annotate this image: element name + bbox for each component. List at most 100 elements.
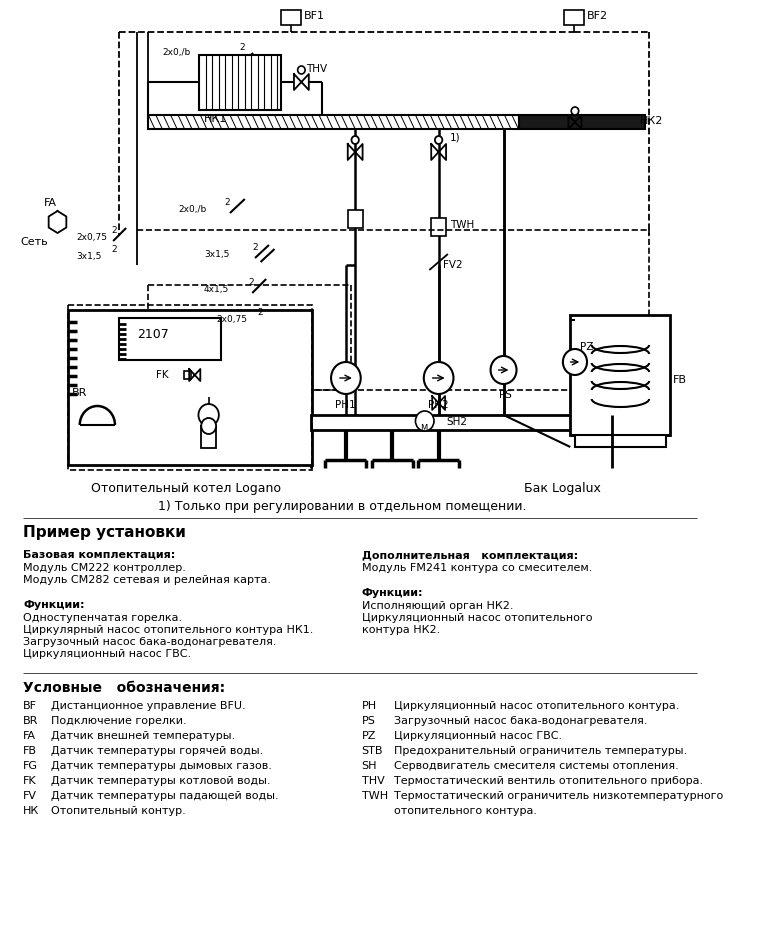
Circle shape bbox=[198, 404, 219, 426]
Text: FB: FB bbox=[673, 375, 687, 385]
Text: 2x0,/b: 2x0,/b bbox=[178, 205, 207, 214]
Text: PZ: PZ bbox=[580, 342, 593, 352]
Text: FB: FB bbox=[23, 746, 37, 756]
Circle shape bbox=[435, 136, 442, 144]
Text: Подключение горелки.: Подключение горелки. bbox=[51, 716, 186, 726]
Text: SH2: SH2 bbox=[446, 417, 467, 427]
Text: 2: 2 bbox=[239, 43, 245, 52]
Text: FK: FK bbox=[156, 370, 169, 380]
Text: 3x1,5: 3x1,5 bbox=[204, 250, 229, 259]
Bar bbox=[200, 55, 281, 110]
Text: BR: BR bbox=[72, 388, 88, 398]
Circle shape bbox=[331, 362, 361, 394]
Circle shape bbox=[351, 136, 359, 144]
Bar bbox=[183, 371, 191, 379]
Text: Одноступенчатая горелка.: Одноступенчатая горелка. bbox=[23, 613, 183, 623]
Text: TWH: TWH bbox=[361, 791, 388, 801]
Text: Серводвигатель смесителя системы отопления.: Серводвигатель смесителя системы отоплен… bbox=[394, 761, 679, 771]
Text: Дистанционное управление BFU.: Дистанционное управление BFU. bbox=[51, 701, 246, 711]
Circle shape bbox=[201, 418, 216, 434]
Bar bbox=[119, 318, 221, 360]
Bar bbox=[564, 10, 584, 25]
Text: Модуль FM241 контура со смесителем.: Модуль FM241 контура со смесителем. bbox=[361, 563, 592, 573]
Text: Термостатический ограничитель низкотемпературного: Термостатический ограничитель низкотемпе… bbox=[394, 791, 723, 801]
Text: отопительного контура.: отопительного контура. bbox=[394, 806, 537, 816]
Text: 2: 2 bbox=[111, 245, 117, 254]
Text: 2: 2 bbox=[249, 278, 254, 287]
Text: THV: THV bbox=[306, 64, 327, 74]
Text: Отопительный котел Logano: Отопительный котел Logano bbox=[91, 482, 280, 495]
Text: контура НК2.: контура НК2. bbox=[361, 625, 440, 635]
Circle shape bbox=[563, 349, 587, 375]
Circle shape bbox=[298, 66, 305, 74]
Text: Исполняющий орган НК2.: Исполняющий орган НК2. bbox=[361, 601, 513, 611]
Text: Пример установки: Пример установки bbox=[23, 525, 186, 540]
Circle shape bbox=[423, 362, 454, 394]
Text: 3x1,5: 3x1,5 bbox=[76, 252, 102, 261]
Text: Функции:: Функции: bbox=[361, 588, 423, 598]
Text: Предохранительный ограничитель температуры.: Предохранительный ограничитель температу… bbox=[394, 746, 687, 756]
Text: THV: THV bbox=[361, 776, 385, 786]
Text: Термостатический вентиль отопительного прибора.: Термостатический вентиль отопительного п… bbox=[394, 776, 703, 786]
Text: Сеть: Сеть bbox=[20, 237, 48, 247]
Text: 2x0,75: 2x0,75 bbox=[216, 315, 247, 324]
Bar bbox=[68, 310, 312, 465]
Text: FG: FG bbox=[23, 761, 38, 771]
Text: НК2: НК2 bbox=[640, 116, 664, 126]
Text: Загрузочный насос бака-водонагревателя.: Загрузочный насос бака-водонагревателя. bbox=[23, 637, 277, 647]
Text: 2: 2 bbox=[111, 226, 117, 235]
Bar bbox=[575, 435, 666, 447]
Text: 2: 2 bbox=[253, 243, 258, 252]
Text: Циркуляционный насос отопительного контура.: Циркуляционный насос отопительного конту… bbox=[394, 701, 680, 711]
Circle shape bbox=[490, 356, 517, 384]
Text: SH: SH bbox=[361, 761, 377, 771]
Text: 2: 2 bbox=[258, 308, 263, 317]
Text: Циркулярный насос отопительного контура НК1.: Циркулярный насос отопительного контура … bbox=[23, 625, 314, 635]
Text: FK: FK bbox=[23, 776, 37, 786]
Text: Базовая комплектация:: Базовая комплектация: bbox=[23, 550, 176, 560]
Bar bbox=[311, 415, 612, 430]
Text: Отопительный контур.: Отопительный контур. bbox=[51, 806, 186, 816]
Bar bbox=[570, 315, 671, 435]
Text: TWH: TWH bbox=[450, 220, 474, 230]
Text: Дополнительная   комплектация:: Дополнительная комплектация: bbox=[361, 550, 578, 560]
Text: 2x0,/b: 2x0,/b bbox=[162, 48, 190, 57]
Text: 1) Только при регулировании в отдельном помещении.: 1) Только при регулировании в отдельном … bbox=[158, 500, 526, 513]
Text: НК1: НК1 bbox=[204, 114, 227, 124]
Text: Функции:: Функции: bbox=[23, 600, 85, 610]
Text: Бак Logalux: Бак Logalux bbox=[524, 482, 601, 495]
Bar bbox=[348, 210, 363, 228]
Text: Циркуляционный насос ГВС.: Циркуляционный насос ГВС. bbox=[394, 731, 563, 741]
Text: PZ: PZ bbox=[361, 731, 376, 741]
Text: PH2: PH2 bbox=[427, 400, 448, 410]
Text: НК: НК bbox=[23, 806, 40, 816]
Text: Циркуляционный насос ГВС.: Циркуляционный насос ГВС. bbox=[23, 649, 191, 659]
Text: STB: STB bbox=[361, 746, 383, 756]
Text: Условные   обозначения:: Условные обозначения: bbox=[23, 681, 225, 695]
Text: 1): 1) bbox=[450, 132, 461, 142]
Text: FV: FV bbox=[23, 791, 37, 801]
Text: PS: PS bbox=[361, 716, 375, 726]
Text: PH: PH bbox=[361, 701, 377, 711]
Text: FA: FA bbox=[44, 198, 57, 208]
Circle shape bbox=[416, 411, 434, 431]
Text: FV2: FV2 bbox=[443, 260, 463, 270]
Text: Загрузочный насос бака-водонагревателя.: Загрузочный насос бака-водонагревателя. bbox=[394, 716, 647, 726]
Text: PS: PS bbox=[499, 390, 512, 400]
Text: Датчик внешней температуры.: Датчик внешней температуры. bbox=[51, 731, 235, 741]
Text: Циркуляционный насос отопительного: Циркуляционный насос отопительного bbox=[361, 613, 592, 623]
Text: 4x1,5: 4x1,5 bbox=[204, 285, 229, 294]
Text: 2x0,75: 2x0,75 bbox=[76, 233, 107, 242]
Text: BF1: BF1 bbox=[304, 11, 325, 21]
Text: 2: 2 bbox=[225, 198, 230, 207]
Text: BF2: BF2 bbox=[587, 11, 608, 21]
Text: 2107: 2107 bbox=[138, 328, 169, 341]
Bar bbox=[148, 115, 519, 129]
Text: BF: BF bbox=[23, 701, 37, 711]
Text: BR: BR bbox=[23, 716, 39, 726]
Text: Датчик температуры котловой воды.: Датчик температуры котловой воды. bbox=[51, 776, 270, 786]
Bar bbox=[519, 115, 644, 129]
Bar bbox=[281, 10, 301, 25]
Text: Датчик температуры падающей воды.: Датчик температуры падающей воды. bbox=[51, 791, 279, 801]
Bar bbox=[431, 218, 446, 236]
